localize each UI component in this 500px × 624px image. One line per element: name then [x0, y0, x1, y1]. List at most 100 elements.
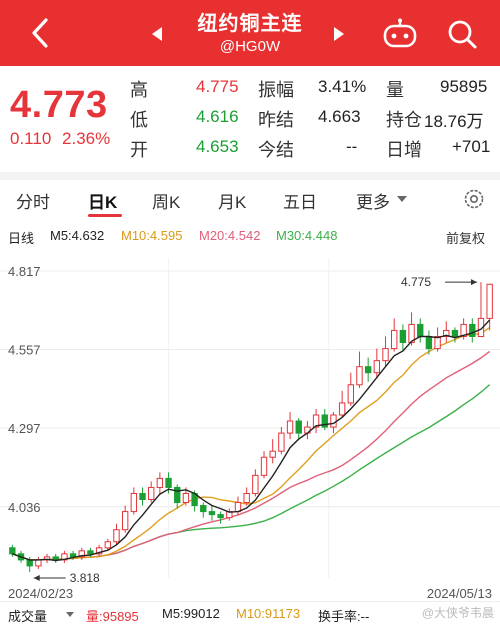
max-price-label: 4.775	[401, 275, 431, 289]
chart-grid	[0, 258, 500, 578]
active-tab-indicator	[88, 214, 122, 217]
search-icon[interactable]	[446, 18, 478, 50]
robot-assistant-icon[interactable]	[382, 18, 418, 50]
candle-body	[434, 335, 441, 350]
prev-settle-label: 昨结	[258, 110, 294, 130]
candle-body	[130, 492, 138, 513]
volume-m10: M10:91173	[236, 606, 301, 621]
candle-body	[347, 384, 354, 404]
candle-body	[156, 477, 164, 488]
y-tick-label: 4.036	[8, 500, 41, 515]
ma20-path	[12, 350, 491, 561]
candle-body	[260, 456, 268, 476]
candle-body	[486, 283, 493, 319]
y-tick-label: 4.557	[8, 342, 41, 357]
candle-body	[9, 547, 16, 555]
period-label: 日线	[8, 231, 35, 246]
candles	[9, 282, 493, 572]
previous-contract-icon[interactable]	[150, 26, 164, 42]
volume-value: 95895	[440, 77, 488, 96]
end-date: 2024/05/13	[426, 586, 492, 601]
candle-body	[417, 323, 424, 337]
candle-body	[443, 329, 450, 337]
kline-svg: 4.817 4.557 4.297 4.036 4.775 3.818	[0, 258, 500, 585]
indicator-chevron-icon[interactable]	[66, 612, 74, 617]
candle-body	[330, 414, 337, 428]
tab-monthly-k[interactable]: 月K	[218, 193, 247, 212]
price-change: 0.110 2.36%	[10, 129, 116, 149]
candle-body	[269, 450, 276, 458]
ma30-line	[12, 384, 491, 561]
candle-body	[312, 414, 320, 428]
candle-body	[408, 323, 415, 344]
candle-body	[382, 348, 389, 362]
period-tabs: 分时 日K 周K 月K 五日 更多	[0, 180, 500, 220]
ma30-value: M30:4.448	[276, 228, 338, 243]
candle-body	[338, 402, 346, 416]
candle-body	[373, 360, 381, 374]
indicator-selector[interactable]: 成交量	[8, 609, 48, 624]
candle-body	[87, 550, 94, 555]
high-value: 4.775	[196, 77, 239, 96]
page-title: 纽约铜主连	[197, 13, 303, 35]
candle-body	[121, 511, 129, 531]
volume-reading: 量:95895	[86, 609, 139, 624]
candle-body	[139, 492, 146, 501]
candle-body	[451, 329, 459, 337]
tab-five-day[interactable]: 五日	[283, 193, 317, 212]
tab-intraday[interactable]: 分时	[16, 193, 50, 212]
volume-label: 量	[386, 80, 404, 100]
candle-body	[26, 559, 33, 567]
kline-chart[interactable]: 4.817 4.557 4.297 4.036 4.775 3.818	[0, 248, 500, 598]
tab-daily-k[interactable]: 日K	[88, 193, 118, 212]
candle-body	[104, 541, 111, 549]
ma30-path	[12, 384, 491, 561]
max-arrowhead	[470, 279, 477, 286]
volume-indicator-row: 成交量 量:95895 M5:99012 M10:91173 换手率:--	[0, 601, 500, 624]
today-settle-value: --	[346, 137, 358, 156]
open-label: 开	[130, 140, 148, 160]
tab-weekly-k[interactable]: 周K	[152, 193, 181, 212]
ma5-value: M5:4.632	[50, 228, 105, 243]
moving-average-legend: 日线 M5:4.632 M10:4.595 M20:4.542 M30:4.44…	[0, 226, 500, 246]
candle-body	[182, 492, 190, 504]
candle-body	[252, 474, 259, 494]
price-adjust-toggle[interactable]: 前复权	[446, 231, 486, 246]
start-date: 2024/02/23	[8, 586, 74, 601]
turnover-rate: 换手率:--	[318, 609, 370, 624]
change-percent: 2.36%	[62, 129, 111, 148]
ma20-line	[12, 350, 491, 561]
candle-body	[391, 329, 398, 350]
candle-body	[208, 511, 216, 516]
y-tick-label: 4.297	[8, 421, 41, 436]
daily-oi-change-label: 日增	[386, 140, 422, 160]
min-arrowhead	[33, 574, 40, 581]
candle-body	[78, 550, 85, 558]
low-value: 4.616	[196, 107, 239, 126]
top-bar: 纽约铜主连 @HG0W	[0, 0, 500, 66]
ma5-line	[12, 319, 491, 562]
candle-body	[477, 317, 485, 337]
candle-body	[35, 559, 42, 567]
ma10-path	[12, 327, 491, 561]
candle-body	[217, 514, 224, 519]
candle-body	[243, 492, 250, 504]
prev-settle-value: 4.663	[318, 107, 361, 126]
contract-code: @HG0W	[219, 38, 281, 55]
chevron-down-icon[interactable]	[397, 196, 407, 202]
low-label: 低	[130, 110, 148, 130]
open-interest-label: 持仓	[386, 110, 422, 130]
today-settle-label: 今结	[258, 140, 294, 160]
gear-icon[interactable]	[462, 187, 486, 211]
back-arrow-icon[interactable]	[26, 16, 56, 50]
candle-body	[469, 323, 476, 337]
open-value: 4.653	[196, 137, 239, 156]
amplitude-value: 3.41%	[318, 77, 367, 96]
candle-body	[165, 477, 172, 488]
candle-body	[399, 329, 407, 344]
next-contract-icon[interactable]	[332, 26, 346, 42]
candle-body	[200, 505, 207, 513]
candle-body	[364, 366, 372, 374]
ma5-path	[12, 319, 491, 562]
tab-more[interactable]: 更多	[356, 193, 390, 212]
